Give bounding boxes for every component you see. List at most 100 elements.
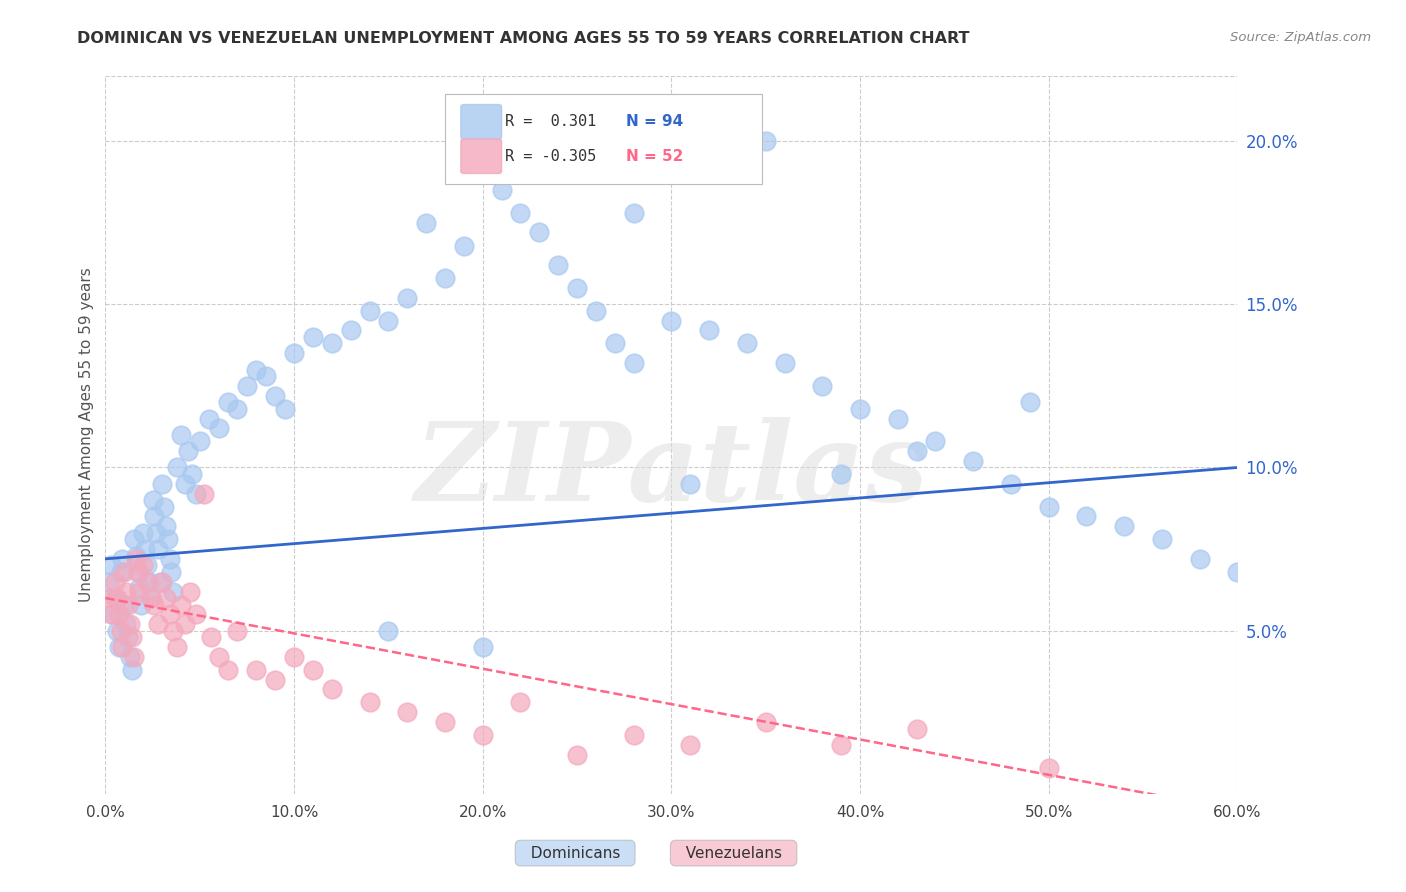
Point xyxy=(170,598,193,612)
Point xyxy=(173,476,195,491)
Point xyxy=(170,427,193,442)
Point xyxy=(273,401,295,416)
Point xyxy=(181,467,204,481)
Point xyxy=(226,624,249,638)
Point xyxy=(142,493,165,508)
Point xyxy=(226,401,249,416)
Point xyxy=(283,649,305,664)
Point xyxy=(830,738,852,752)
Point xyxy=(98,591,121,605)
Point xyxy=(155,519,177,533)
Point xyxy=(127,565,149,579)
Point xyxy=(159,607,181,622)
Point xyxy=(179,584,201,599)
Point xyxy=(1226,565,1249,579)
Text: DOMINICAN VS VENEZUELAN UNEMPLOYMENT AMONG AGES 55 TO 59 YEARS CORRELATION CHART: DOMINICAN VS VENEZUELAN UNEMPLOYMENT AMO… xyxy=(77,31,970,46)
Point xyxy=(173,617,195,632)
Point xyxy=(565,281,588,295)
FancyBboxPatch shape xyxy=(444,94,762,184)
Point xyxy=(148,542,170,557)
Point xyxy=(112,565,135,579)
Point xyxy=(150,476,173,491)
Point xyxy=(156,533,179,547)
Y-axis label: Unemployment Among Ages 55 to 59 years: Unemployment Among Ages 55 to 59 years xyxy=(79,268,94,602)
Point xyxy=(924,434,946,449)
Point xyxy=(585,303,607,318)
Point xyxy=(162,624,184,638)
Point xyxy=(1114,519,1136,533)
Point xyxy=(148,617,170,632)
Point xyxy=(433,715,456,730)
Point xyxy=(471,640,494,654)
Text: Dominicans: Dominicans xyxy=(520,846,630,861)
Point xyxy=(623,728,645,742)
Point xyxy=(321,682,343,697)
Point xyxy=(217,395,239,409)
Point xyxy=(112,598,135,612)
Point xyxy=(359,696,381,710)
Point xyxy=(623,206,645,220)
Point xyxy=(529,226,551,240)
Point xyxy=(236,379,259,393)
Point xyxy=(302,663,325,677)
Point xyxy=(547,258,569,272)
Point xyxy=(208,649,231,664)
Point xyxy=(1188,552,1211,566)
Point xyxy=(302,330,325,344)
Point xyxy=(1076,509,1098,524)
Point xyxy=(121,663,143,677)
Point xyxy=(245,663,267,677)
Point xyxy=(396,706,419,720)
Point xyxy=(623,356,645,370)
Point xyxy=(603,336,626,351)
Point xyxy=(184,607,207,622)
Text: N = 52: N = 52 xyxy=(626,149,683,164)
Point xyxy=(98,574,121,589)
Point xyxy=(138,574,160,589)
Point xyxy=(697,323,720,337)
Point xyxy=(115,584,138,599)
Point xyxy=(773,356,796,370)
Point xyxy=(509,696,531,710)
Point xyxy=(100,607,122,622)
Point xyxy=(905,722,928,736)
Point xyxy=(121,630,143,644)
Point xyxy=(962,454,984,468)
Point xyxy=(150,574,173,589)
Point xyxy=(145,525,167,540)
Point xyxy=(887,411,910,425)
Point xyxy=(755,134,778,148)
Point xyxy=(217,663,239,677)
Point xyxy=(471,728,494,742)
Point xyxy=(679,738,702,752)
Text: Source: ZipAtlas.com: Source: ZipAtlas.com xyxy=(1230,31,1371,45)
Point xyxy=(159,552,181,566)
Point xyxy=(433,271,456,285)
Point xyxy=(118,617,141,632)
Point xyxy=(811,379,834,393)
Point xyxy=(128,581,150,595)
Point xyxy=(254,369,277,384)
Point xyxy=(160,565,183,579)
Point xyxy=(755,715,778,730)
Point xyxy=(491,183,513,197)
Point xyxy=(208,421,231,435)
Text: ZIPatlas: ZIPatlas xyxy=(415,417,928,524)
Point xyxy=(143,509,166,524)
Point xyxy=(110,624,132,638)
Point xyxy=(471,150,494,164)
Point xyxy=(129,598,152,612)
Text: N = 94: N = 94 xyxy=(626,114,683,129)
Point xyxy=(134,542,156,557)
Point xyxy=(118,649,141,664)
Point xyxy=(166,640,188,654)
Point xyxy=(143,598,166,612)
Point xyxy=(661,313,683,327)
Text: R = -0.305: R = -0.305 xyxy=(505,149,596,164)
Point xyxy=(453,238,475,252)
Point xyxy=(115,617,138,632)
Point xyxy=(264,673,287,687)
Point xyxy=(359,303,381,318)
Point xyxy=(321,336,343,351)
Point xyxy=(200,630,222,644)
